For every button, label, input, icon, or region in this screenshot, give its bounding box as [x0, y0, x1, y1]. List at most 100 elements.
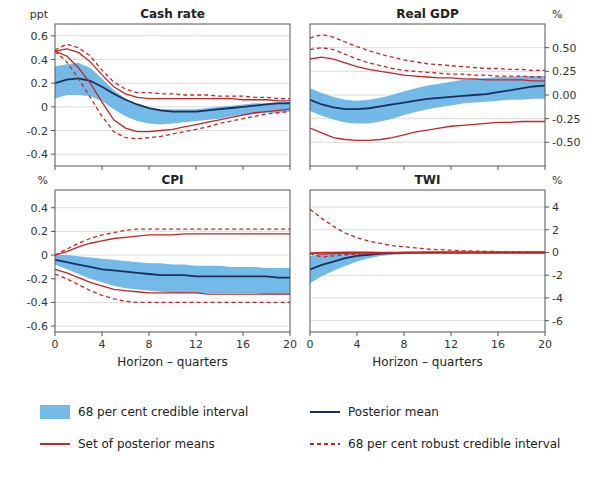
x-tick	[55, 166, 56, 170]
range-line	[55, 234, 290, 255]
range-line	[55, 274, 290, 302]
x-tick	[310, 166, 311, 170]
y-tick-label: 0.25	[552, 65, 577, 78]
range-line	[310, 209, 545, 252]
mean-line	[310, 252, 545, 269]
panel: -0.6-0.4-0.200.20.4048121620CPI%Horizon …	[27, 173, 297, 369]
y-tick-label: 0.4	[31, 202, 49, 215]
y-tick-label: -0.50	[552, 136, 580, 149]
x-tick-label: 4	[354, 338, 361, 351]
panel-title: TWI	[415, 173, 441, 187]
panel: -6-4-2024048121620TWI%Horizon – quarters	[307, 173, 563, 369]
x-tick-label: 0	[307, 338, 314, 351]
panel: -0.50-0.250.000.250.50Real GDP%	[310, 7, 580, 170]
x-axis-label: Horizon – quarters	[117, 355, 227, 369]
y-tick	[545, 207, 549, 208]
grid-line	[310, 142, 545, 143]
legend: 68 per cent credible interval Posterior m…	[40, 405, 560, 451]
y-tick	[51, 83, 55, 84]
grid-line	[55, 207, 290, 208]
frame	[55, 24, 290, 166]
grid-line	[55, 326, 290, 327]
background	[0, 0, 600, 484]
y-tick	[545, 47, 549, 48]
range-line	[310, 252, 545, 254]
range-line	[55, 51, 290, 139]
y-unit-label: %	[552, 8, 562, 21]
x-axis-label: Horizon – quarters	[372, 355, 482, 369]
grid-line	[55, 231, 290, 232]
legend-label: 68 per cent credible interval	[78, 405, 248, 419]
y-tick	[51, 35, 55, 36]
y-tick	[545, 71, 549, 72]
x-tick	[545, 166, 546, 170]
x-tick	[451, 332, 452, 336]
legend-swatch	[310, 411, 340, 413]
x-tick	[451, 166, 452, 170]
y-tick	[545, 275, 549, 276]
x-tick	[404, 166, 405, 170]
range-line	[310, 252, 545, 257]
x-tick	[102, 332, 103, 336]
x-tick	[357, 332, 358, 336]
credible-band	[310, 251, 545, 283]
x-tick	[149, 332, 150, 336]
y-tick	[545, 297, 549, 298]
panel: -0.4-0.200.20.40.6Cash rateppt	[27, 7, 290, 170]
x-tick-label: 8	[146, 338, 153, 351]
range-line	[55, 49, 290, 101]
y-tick-label: 0.4	[31, 54, 49, 67]
grid-line	[55, 255, 290, 256]
plot-area	[310, 34, 545, 140]
y-tick	[545, 229, 549, 230]
y-tick-label: -0.2	[27, 125, 48, 138]
y-tick-label: 0	[41, 101, 48, 114]
y-unit-label: %	[38, 174, 48, 187]
y-tick	[51, 154, 55, 155]
panel-title: Cash rate	[140, 7, 205, 21]
y-tick	[51, 255, 55, 256]
y-tick	[545, 320, 549, 321]
y-tick-label: 0.00	[552, 89, 577, 102]
y-tick-label: -4	[552, 292, 563, 305]
grid-line	[310, 320, 545, 321]
y-tick	[51, 231, 55, 232]
x-tick	[498, 166, 499, 170]
mean-line	[55, 260, 290, 278]
y-tick	[545, 95, 549, 96]
legend-label: Posterior mean	[348, 405, 439, 419]
y-tick-label: 0.2	[31, 225, 49, 238]
credible-band	[310, 76, 545, 123]
x-tick-label: 4	[99, 338, 106, 351]
mean-line	[310, 86, 545, 110]
credible-band	[55, 255, 290, 294]
y-tick-label: -0.25	[552, 113, 580, 126]
x-tick	[357, 166, 358, 170]
range-line	[310, 252, 545, 254]
x-tick-label: 0	[52, 338, 59, 351]
x-tick	[102, 166, 103, 170]
legend-swatch	[40, 443, 70, 445]
x-tick-label: 16	[236, 338, 250, 351]
y-tick	[51, 278, 55, 279]
y-tick-label: 0	[41, 249, 48, 262]
x-tick-label: 20	[283, 338, 297, 351]
grid-line	[55, 154, 290, 155]
x-tick	[196, 166, 197, 170]
y-tick-label: -2	[552, 269, 563, 282]
y-tick-label: 0	[552, 246, 559, 259]
legend-label: 68 per cent robust credible interval	[348, 437, 560, 451]
x-tick-label: 12	[444, 338, 458, 351]
y-tick	[545, 142, 549, 143]
x-tick	[498, 332, 499, 336]
y-unit-label: %	[552, 174, 562, 187]
grid-line	[310, 297, 545, 298]
x-tick	[290, 332, 291, 336]
frame	[55, 190, 290, 332]
grid-line	[55, 35, 290, 36]
y-tick-label: 0.6	[31, 30, 49, 43]
x-tick-label: 16	[491, 338, 505, 351]
range-line	[55, 44, 290, 98]
y-tick-label: 2	[552, 224, 559, 237]
y-tick-label: 0.2	[31, 77, 49, 90]
